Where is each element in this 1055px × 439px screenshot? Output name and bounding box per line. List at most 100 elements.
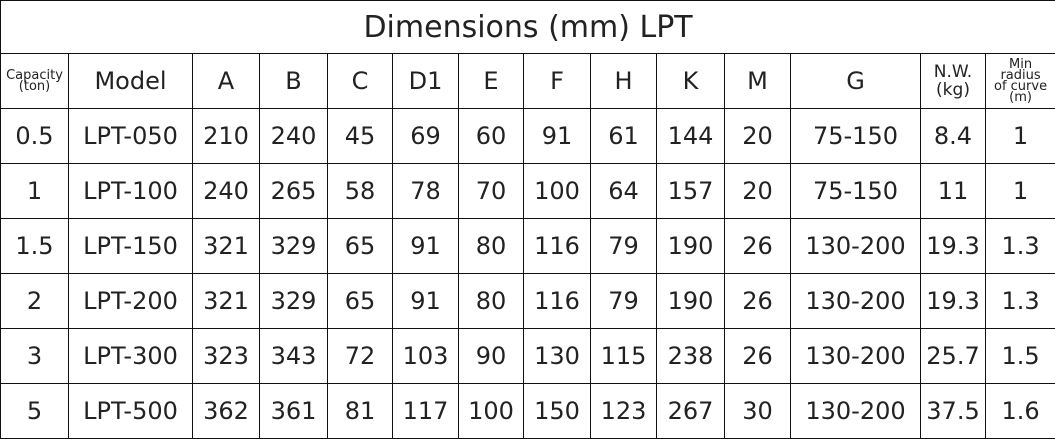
table-cell: 91 — [392, 218, 459, 274]
table-cell: 130-200 — [790, 218, 921, 274]
table-cell: LPT-050 — [68, 108, 193, 164]
header-cell: H — [590, 53, 657, 109]
header-cell: Model — [68, 53, 193, 109]
table-cell: 0.5 — [0, 108, 69, 164]
table-cell: 75-150 — [790, 108, 921, 164]
table-cell: 103 — [392, 328, 459, 384]
table-cell: 25.7 — [920, 328, 986, 384]
table-cell: 26 — [724, 328, 791, 384]
table-cell: 265 — [259, 163, 328, 219]
table-cell: 2 — [0, 273, 69, 329]
table-cell: 1.5 — [984, 328, 1055, 384]
table-cell: 3 — [0, 328, 69, 384]
header-cell: N.W. (kg) — [920, 53, 986, 109]
table-cell: 130 — [523, 328, 591, 384]
data-row: 1.5 LPT-150 321 329 65 91 80 116 79 190 26 130-200 1… — [0, 218, 1055, 274]
table-cell: 361 — [259, 383, 328, 439]
header-cell: E — [458, 53, 524, 109]
table-cell: 19.3 — [920, 218, 986, 274]
header-cell: B — [259, 53, 328, 109]
header-row: Capacity (ton) Model A B C D1 E F H K M G N.W. (kg) M… — [0, 53, 1055, 109]
table-cell: 20 — [724, 163, 791, 219]
table-cell: LPT-100 — [68, 163, 193, 219]
table-cell: 61 — [590, 108, 657, 164]
table-cell: 100 — [458, 383, 524, 439]
table-cell: 321 — [192, 273, 260, 329]
table-cell: 240 — [192, 163, 260, 219]
table-cell: 65 — [327, 273, 393, 329]
table-cell: 1.5 — [0, 218, 69, 274]
table-cell: 26 — [724, 218, 791, 274]
header-cell: Capacity (ton) — [0, 53, 69, 109]
data-row: 5 LPT-500 362 361 81 117 100 150 123 267 30 130-200… — [0, 383, 1055, 439]
table-cell: 45 — [327, 108, 393, 164]
table-cell: 130-200 — [790, 273, 921, 329]
table-cell: 60 — [458, 108, 524, 164]
table-title: Dimensions (mm) LPT — [0, 0, 1055, 54]
table-cell: 267 — [656, 383, 725, 439]
table-cell: 80 — [458, 218, 524, 274]
table-cell: 144 — [656, 108, 725, 164]
table-cell: 19.3 — [920, 273, 986, 329]
table-cell: 1 — [984, 108, 1055, 164]
table-cell: 130-200 — [790, 328, 921, 384]
table-cell: 157 — [656, 163, 725, 219]
table-cell: 343 — [259, 328, 328, 384]
table-cell: 79 — [590, 273, 657, 329]
header-cell: G — [790, 53, 921, 109]
header-cell: F — [523, 53, 591, 109]
table-cell: 238 — [656, 328, 725, 384]
table-cell: 1.3 — [984, 273, 1055, 329]
table-cell: 116 — [523, 218, 591, 274]
table-cell: 69 — [392, 108, 459, 164]
table-cell: 240 — [259, 108, 328, 164]
header-cell: M — [724, 53, 791, 109]
table-cell: 81 — [327, 383, 393, 439]
table-cell: 117 — [392, 383, 459, 439]
table-cell: 329 — [259, 218, 328, 274]
table-cell: 30 — [724, 383, 791, 439]
table-cell: 329 — [259, 273, 328, 329]
header-cell: D1 — [392, 53, 459, 109]
header-cell: A — [192, 53, 260, 109]
table-cell: 1 — [984, 163, 1055, 219]
table-cell: 90 — [458, 328, 524, 384]
table-cell: LPT-200 — [68, 273, 193, 329]
table-cell: 115 — [590, 328, 657, 384]
header-cell: Min radius of curve (m) — [984, 53, 1055, 109]
table-cell: 5 — [0, 383, 69, 439]
table-cell: 8.4 — [920, 108, 986, 164]
table-cell: 1.3 — [984, 218, 1055, 274]
header-cell: K — [656, 53, 725, 109]
table-cell: 130-200 — [790, 383, 921, 439]
table-cell: 362 — [192, 383, 260, 439]
table-cell: 64 — [590, 163, 657, 219]
table-cell: 37.5 — [920, 383, 986, 439]
table-cell: 70 — [458, 163, 524, 219]
table-cell: 116 — [523, 273, 591, 329]
table-cell: 1 — [0, 163, 69, 219]
data-row: 1 LPT-100 240 265 58 78 70 100 64 157 20 75-150 11 1 — [0, 163, 1055, 219]
table-cell: 65 — [327, 218, 393, 274]
data-row: 2 LPT-200 321 329 65 91 80 116 79 190 26 130-200 19.… — [0, 273, 1055, 329]
table-cell: 1.6 — [984, 383, 1055, 439]
table-cell: 58 — [327, 163, 393, 219]
table-cell: 190 — [656, 218, 725, 274]
data-row: 3 LPT-300 323 343 72 103 90 130 115 238 26 130-200 2… — [0, 328, 1055, 384]
table-cell: 80 — [458, 273, 524, 329]
table-cell: 11 — [920, 163, 986, 219]
table-cell: LPT-500 — [68, 383, 193, 439]
table-cell: 78 — [392, 163, 459, 219]
table-cell: 20 — [724, 108, 791, 164]
table-cell: 321 — [192, 218, 260, 274]
table-cell: 79 — [590, 218, 657, 274]
table-cell: 323 — [192, 328, 260, 384]
table-cell: 91 — [523, 108, 591, 164]
header-cell: C — [327, 53, 393, 109]
table-cell: 123 — [590, 383, 657, 439]
table-cell: 210 — [192, 108, 260, 164]
table-cell: 100 — [523, 163, 591, 219]
table-cell: 150 — [523, 383, 591, 439]
